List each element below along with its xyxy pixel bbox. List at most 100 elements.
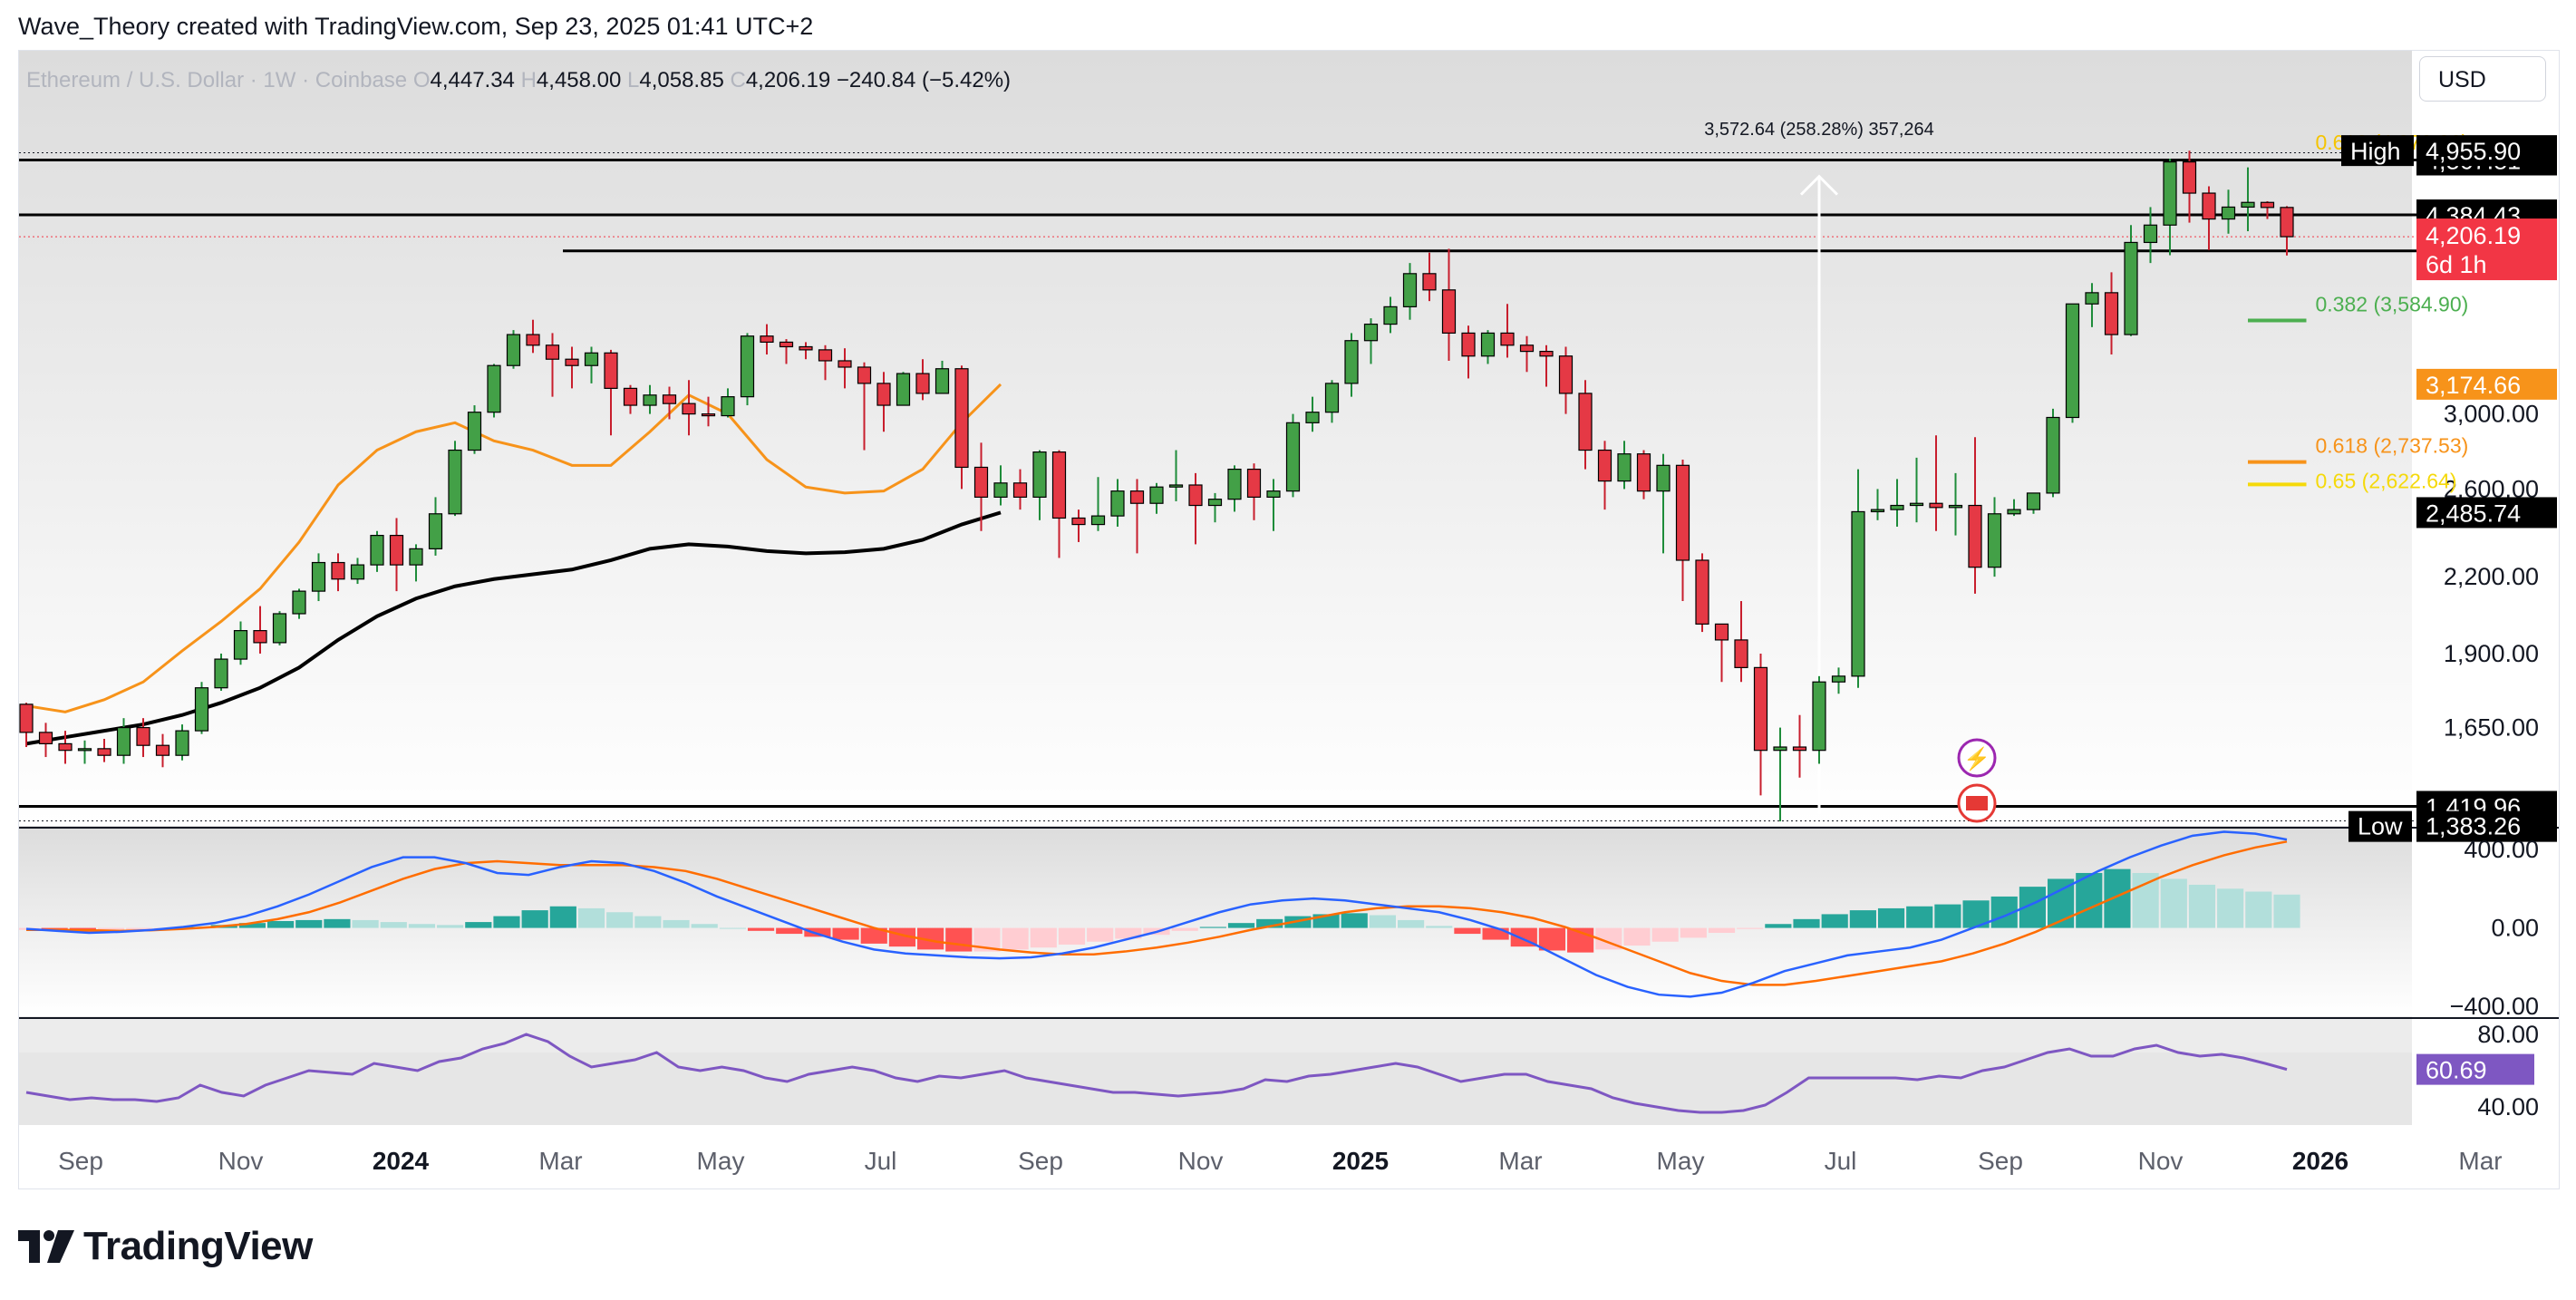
chart-attribution: Wave_Theory created with TradingView.com… <box>18 13 814 40</box>
time-axis-tick: Jul <box>1825 1147 1857 1175</box>
macd-histogram-bar <box>917 927 944 950</box>
time-axis-tick: Nov <box>1178 1147 1224 1175</box>
macd-histogram-bar <box>1482 927 1509 940</box>
main-pane-background <box>19 51 2412 826</box>
macd-histogram-bar <box>1058 927 1086 945</box>
candle-down <box>1071 517 1086 526</box>
time-axis-tick: 2026 <box>2292 1147 2348 1175</box>
macd-histogram-bar <box>1227 923 1255 928</box>
candle-up <box>1168 484 1184 488</box>
time-axis-tick: Mar <box>1498 1147 1542 1175</box>
candle-up <box>311 561 326 592</box>
candle-down <box>331 561 345 580</box>
candle-down <box>545 344 560 360</box>
currency-select-button[interactable]: USD <box>2419 56 2546 102</box>
candle-up <box>643 394 657 406</box>
candle-up <box>993 482 1008 499</box>
macd-axis-tick: −400.00 <box>2450 993 2539 1020</box>
macd-signal-line <box>26 840 2288 986</box>
macd-histogram-bar <box>1369 915 1396 928</box>
macd-histogram-bar <box>97 927 125 931</box>
macd-axis-tick: 400.00 <box>2464 836 2539 863</box>
macd-histogram-bar <box>776 927 803 935</box>
time-axis-tick: 2025 <box>1332 1147 1389 1175</box>
macd-histogram-bar <box>1538 927 1566 951</box>
candle-down <box>1734 639 1748 668</box>
macd-histogram-bar <box>691 924 718 928</box>
rsi-value-box <box>2416 1053 2534 1085</box>
candle-down <box>799 345 813 351</box>
candle-up <box>2085 292 2099 305</box>
price-label-ema50: 3,174.66 <box>2426 372 2521 399</box>
macd-histogram-bar <box>1030 927 1057 948</box>
candle-down <box>760 335 774 344</box>
candle-down <box>838 360 852 368</box>
price-label-high: 4,955.90 <box>2426 138 2521 165</box>
us-flag-stripes <box>1966 796 1988 810</box>
tradingview-logo[interactable]: TradingView <box>18 1219 313 1274</box>
candle-down <box>662 394 677 404</box>
candle-up <box>506 334 521 366</box>
macd-histogram-bar <box>408 924 436 928</box>
candle-up <box>194 687 209 732</box>
time-axis-tick: Nov <box>218 1147 264 1175</box>
candle-up <box>1909 502 1924 507</box>
macd-histogram-bar <box>945 927 973 952</box>
candle-up <box>935 368 950 394</box>
macd-histogram-bar <box>2160 878 2187 928</box>
macd-histogram-bar <box>832 927 859 940</box>
candle-down <box>915 373 930 394</box>
macd-histogram-bar <box>606 912 634 928</box>
lightning-glyph: ⚡ <box>1963 746 1990 771</box>
candle-up <box>2007 509 2021 515</box>
candle-up <box>116 726 131 756</box>
candle-down <box>623 387 638 406</box>
candle-down <box>2182 161 2197 194</box>
candle-up <box>1870 509 1885 513</box>
time-axis-tick: Mar <box>2458 1147 2502 1175</box>
candle-up <box>1773 746 1787 752</box>
price-label-ema50-box <box>2416 368 2557 400</box>
tradingview-brand-text: TradingView <box>83 1224 313 1268</box>
event-lightning-icon <box>1957 738 1997 778</box>
chart-canvas[interactable]: Ethereum / U.S. Dollar · 1W · Coinbase O… <box>19 51 2559 1188</box>
candle-up <box>2221 206 2236 220</box>
candle-up <box>2046 416 2060 494</box>
price-axis-tick: 1,900.00 <box>2444 640 2539 667</box>
candle-down <box>1500 332 1515 346</box>
macd-histogram-bar <box>266 921 295 928</box>
candle-down <box>682 403 696 415</box>
candle-down <box>1636 453 1651 492</box>
bar-countdown-label: 6d 1h <box>2426 251 2487 278</box>
candle-down <box>1051 451 1067 519</box>
candle-up <box>1324 383 1340 413</box>
macd-histogram-bar <box>1793 918 1820 928</box>
candle-up <box>1227 468 1242 500</box>
high-tag: High <box>2350 138 2401 165</box>
candle-down <box>1422 273 1437 291</box>
price-label-low: 1,383.26 <box>2426 813 2521 840</box>
macd-histogram-bar <box>1454 927 1481 935</box>
low-tag-box <box>2348 810 2412 842</box>
candle-up <box>1344 340 1359 384</box>
chart-frame[interactable]: Ethereum / U.S. Dollar · 1W · Coinbase O… <box>18 50 2560 1189</box>
candle-down <box>701 413 716 417</box>
macd-histogram-bar <box>2245 891 2272 928</box>
candle-down <box>526 334 540 346</box>
candle-up <box>1110 490 1125 517</box>
macd-histogram-bar <box>2217 888 2244 928</box>
candle-down <box>1441 289 1457 335</box>
macd-histogram-bar <box>1877 907 1905 928</box>
last-price-box <box>2416 218 2557 281</box>
ema-50-line <box>25 383 1002 713</box>
time-axis-tick: May <box>1657 1147 1705 1175</box>
candle-up <box>2026 492 2041 510</box>
candle-up <box>1987 513 2002 568</box>
measure-label: 3,572.64 (258.28%) 357,264 <box>1704 120 1934 140</box>
macd-histogram-bar <box>577 907 605 928</box>
candle-up <box>1305 412 1320 423</box>
symbol-name: Ethereum / U.S. Dollar · 1W · Coinbase <box>26 68 413 92</box>
candle-down <box>1461 332 1476 357</box>
open-label: O <box>413 68 431 92</box>
rsi-value-label: 60.69 <box>2426 1057 2487 1084</box>
